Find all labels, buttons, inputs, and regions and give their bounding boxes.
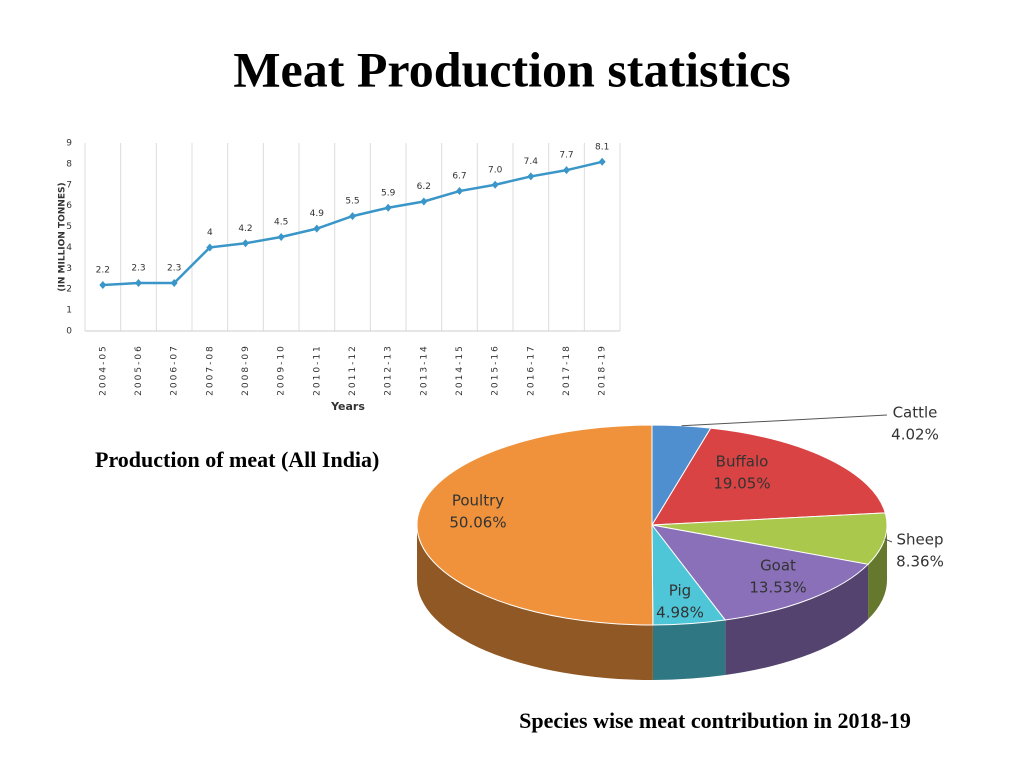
data-point	[420, 197, 428, 206]
data-point	[277, 233, 285, 241]
chart-caption: Production of meat (All India)	[95, 447, 379, 472]
x-tick-label: 2013-14	[419, 344, 429, 396]
y-tick-label: 1	[66, 306, 72, 316]
x-tick-label: 2004-05	[98, 344, 108, 396]
data-label: 6.7	[452, 172, 466, 182]
x-axis-label: Years	[330, 400, 365, 413]
data-point	[206, 243, 214, 252]
data-label: 5.9	[381, 188, 396, 198]
x-tick-label: 2008-09	[241, 344, 251, 396]
pie-label: Buffalo	[716, 453, 769, 471]
y-tick-label: 6	[66, 201, 72, 211]
pie-value-label: 19.05%	[713, 475, 770, 493]
x-tick-label: 2006-07	[170, 344, 180, 396]
y-tick-label: 2	[66, 285, 72, 295]
data-point	[456, 187, 463, 196]
data-label: 4.5	[274, 218, 288, 228]
x-tick-label: 2007-08	[205, 344, 215, 396]
y-tick-label: 3	[66, 264, 72, 274]
y-tick-label: 4	[66, 243, 72, 253]
pie-side	[868, 525, 887, 620]
y-axis-label: (IN MILLION TONNES)	[58, 182, 68, 291]
data-label: 7.0	[488, 165, 503, 175]
leader-line	[681, 414, 888, 427]
x-tick-label: 2011-12	[348, 344, 358, 396]
y-tick-label: 7	[66, 180, 72, 190]
pie-side	[652, 620, 726, 680]
data-point	[170, 278, 178, 287]
x-tick-label: 2015-16	[491, 344, 501, 396]
data-label: 7.7	[559, 151, 573, 161]
data-label: 2.3	[167, 263, 181, 273]
data-label: 7.4	[524, 157, 539, 167]
pie-slice	[650, 524, 870, 621]
chart-caption: Species wise meat contribution in 2018-1…	[519, 708, 911, 733]
x-tick-label: 2009-10	[277, 344, 287, 396]
leader-line	[884, 538, 893, 543]
data-label: 2.3	[131, 263, 145, 273]
data-label: 4.9	[310, 209, 325, 219]
pie-label: Cattle	[893, 404, 938, 422]
x-tick-label: 2016-17	[526, 344, 536, 396]
pie-side	[417, 525, 653, 680]
pie-label: Poultry	[452, 492, 504, 510]
y-tick-label: 8	[66, 159, 72, 169]
data-label: 4.2	[238, 224, 252, 234]
data-label: 5.5	[345, 197, 359, 207]
data-label: 8.1	[595, 142, 609, 152]
pie-label: Sheep	[896, 531, 943, 549]
data-point	[99, 281, 107, 290]
data-point	[242, 239, 249, 248]
pie-value-label: 4.98%	[656, 604, 704, 622]
x-tick-label: 2014-15	[455, 344, 465, 396]
pie-value-label: 13.53%	[749, 579, 806, 597]
pie-label: Pig	[669, 582, 691, 600]
pie-slice	[651, 427, 886, 526]
y-tick-label: 9	[66, 139, 72, 149]
x-tick-label: 2005-06	[134, 344, 144, 396]
data-point	[491, 180, 499, 189]
data-point	[135, 278, 142, 287]
pie-value-label: 8.36%	[896, 553, 944, 571]
data-point	[349, 212, 356, 221]
y-tick-label: 5	[66, 222, 72, 232]
data-label: 4	[207, 228, 213, 238]
data-point	[527, 172, 535, 181]
data-point	[313, 224, 321, 233]
slide-title: Meat Production statistics	[233, 41, 790, 97]
data-point	[598, 157, 606, 166]
data-point	[563, 166, 570, 175]
x-tick-label: 2018-19	[598, 344, 608, 396]
pie-slice	[416, 424, 654, 626]
pie-side	[725, 564, 869, 676]
data-label: 2.2	[96, 266, 110, 276]
pie-value-label: 50.06%	[449, 514, 506, 532]
y-tick-label: 0	[66, 327, 72, 337]
x-tick-label: 2012-13	[384, 344, 394, 396]
pie-value-label: 4.02%	[891, 426, 939, 444]
x-tick-label: 2010-11	[312, 344, 322, 396]
data-label: 6.2	[417, 182, 431, 192]
x-tick-label: 2017-18	[562, 344, 572, 396]
pie-label: Goat	[760, 557, 796, 575]
data-point	[384, 203, 392, 212]
